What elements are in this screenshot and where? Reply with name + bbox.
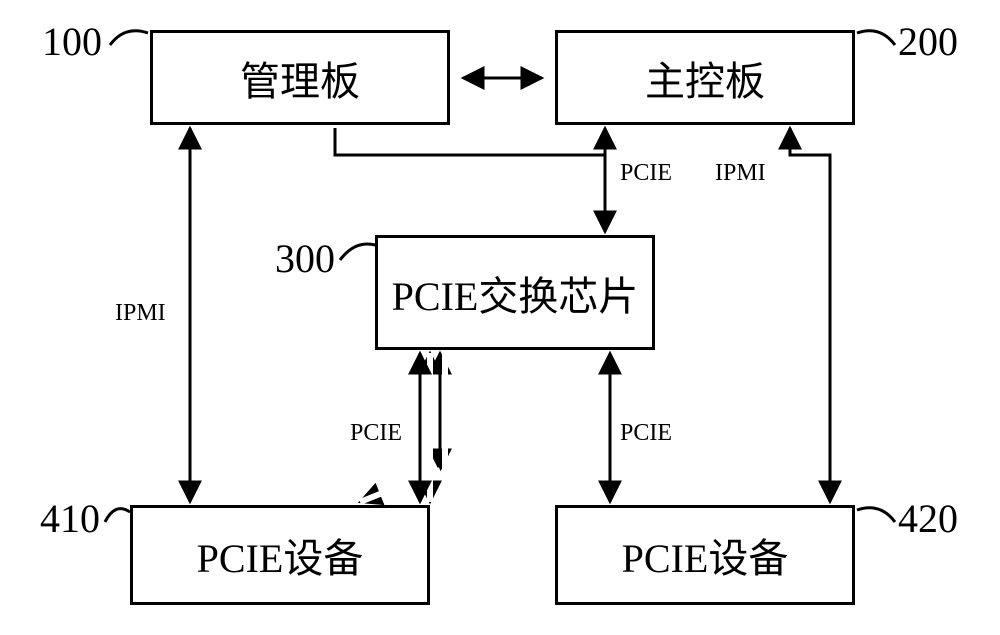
ref-410: 410 — [40, 495, 100, 542]
edge-label-pcie-bl: PCIE — [350, 420, 402, 447]
node-switch: PCIE交换芯片 — [375, 235, 655, 350]
edge-label-pcie-br: PCIE — [620, 420, 672, 447]
node-devR-label: PCIE设备 — [622, 526, 789, 584]
ref-200: 200 — [898, 18, 958, 65]
diagram-canvas: 管理板 主控板 PCIE交换芯片 PCIE设备 PCIE设备 100 200 3… — [0, 0, 1000, 635]
edge-label-pcie-top: PCIE — [620, 160, 672, 187]
node-main: 主控板 — [555, 30, 855, 125]
edge-label-ipmi-left: IPMI — [115, 300, 166, 327]
node-devR: PCIE设备 — [555, 505, 855, 605]
node-main-label: 主控板 — [645, 49, 765, 107]
node-switch-label: PCIE交换芯片 — [392, 264, 639, 322]
node-mgmt: 管理板 — [150, 30, 450, 125]
edge-label-ipmi-right: IPMI — [715, 160, 766, 187]
node-devL-label: PCIE设备 — [197, 526, 364, 584]
node-devL: PCIE设备 — [130, 505, 430, 605]
ref-100: 100 — [42, 18, 102, 65]
ref-300: 300 — [275, 235, 335, 282]
node-mgmt-label: 管理板 — [240, 49, 360, 107]
ref-420: 420 — [898, 495, 958, 542]
